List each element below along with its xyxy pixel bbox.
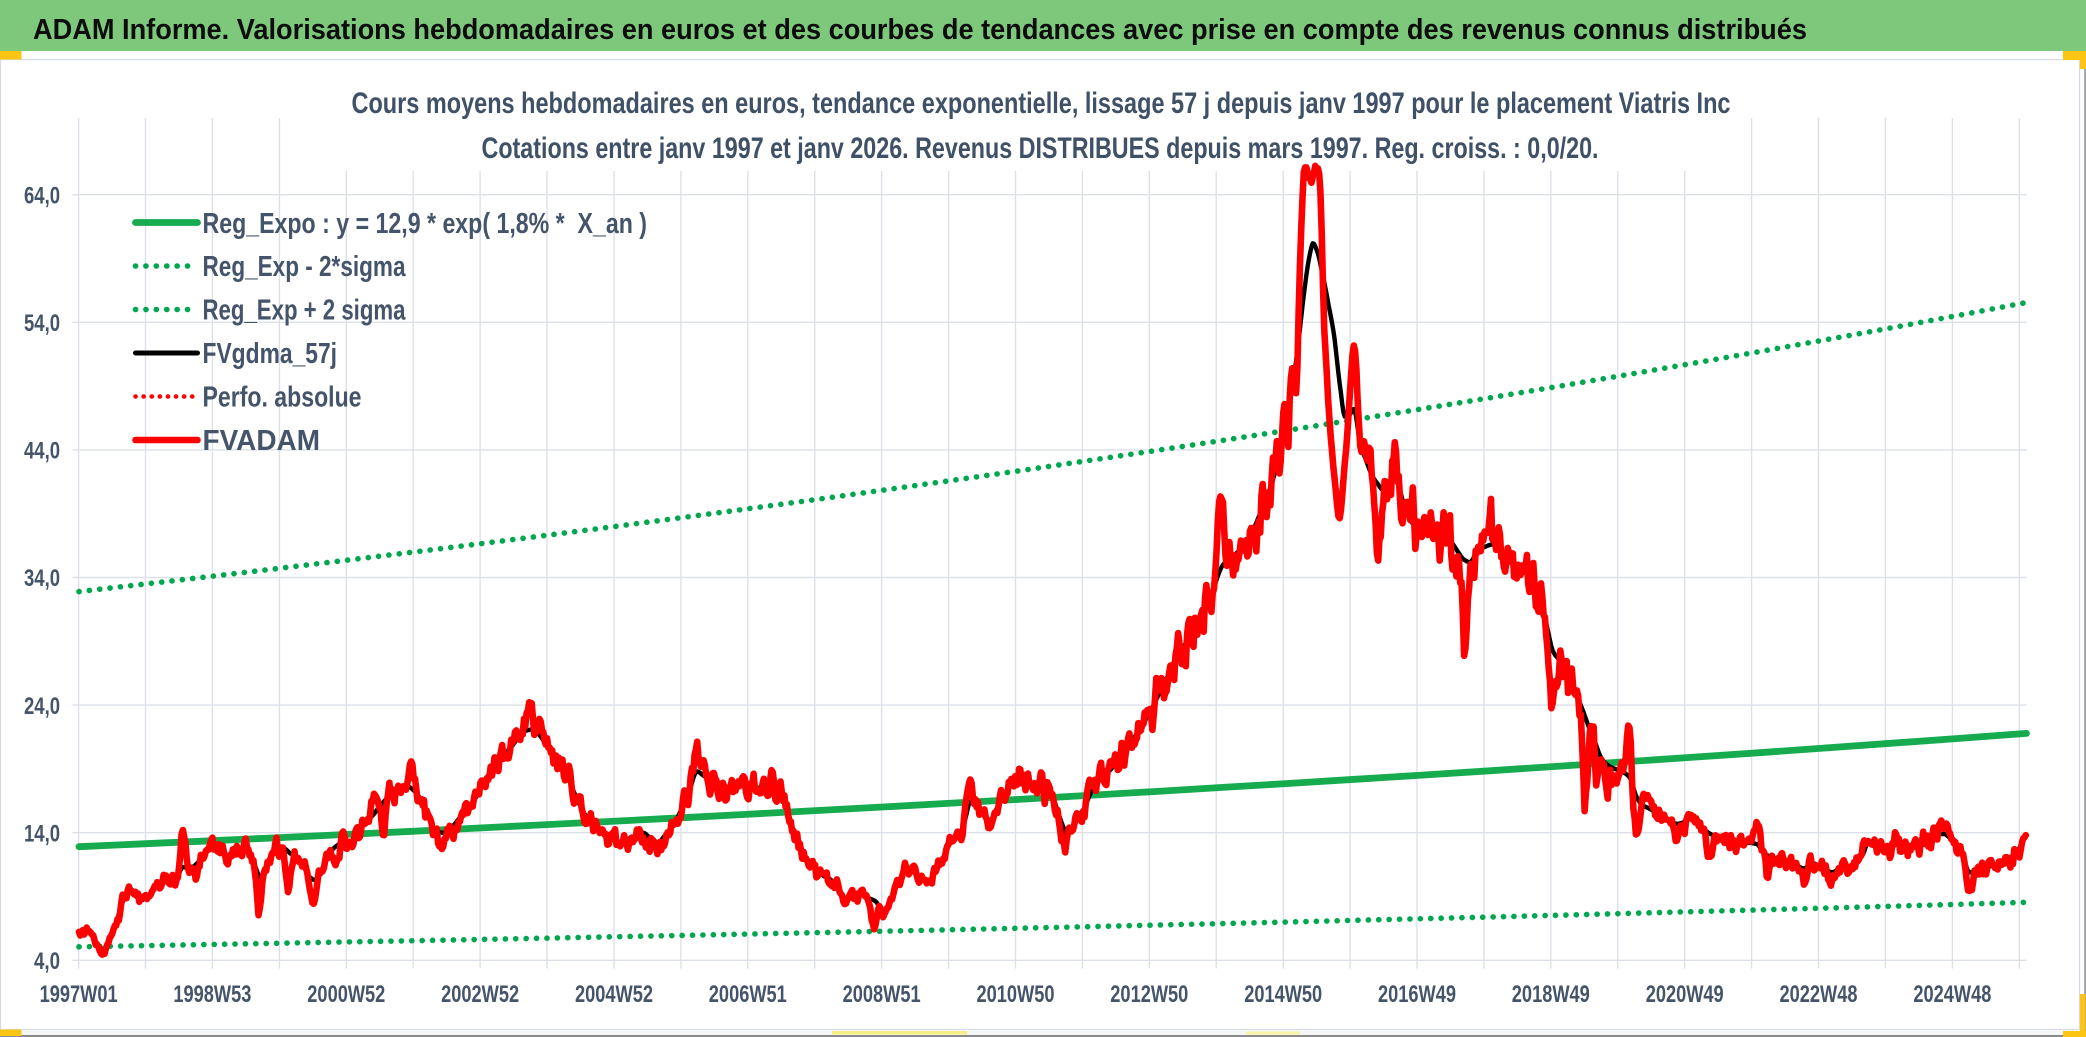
svg-text:2024W48: 2024W48: [1913, 981, 1991, 1008]
svg-text:24,0: 24,0: [24, 693, 60, 720]
svg-text:2018W49: 2018W49: [1512, 981, 1590, 1008]
svg-text:14,0: 14,0: [24, 820, 60, 847]
svg-text:2000W52: 2000W52: [307, 981, 385, 1008]
svg-text:Perfo. absolue: Perfo. absolue: [203, 382, 362, 414]
svg-text:2004W52: 2004W52: [575, 981, 653, 1008]
svg-text:2020W49: 2020W49: [1646, 981, 1724, 1008]
svg-text:54,0: 54,0: [24, 310, 60, 337]
svg-text:2016W49: 2016W49: [1378, 981, 1456, 1008]
svg-text:64,0: 64,0: [24, 182, 60, 209]
svg-text:1998W53: 1998W53: [173, 981, 251, 1008]
svg-text:2012W50: 2012W50: [1110, 981, 1188, 1008]
svg-text:Cotations entre janv 1997 et j: Cotations entre janv 1997 et janv 2026. …: [482, 132, 1599, 165]
svg-text:44,0: 44,0: [24, 438, 60, 465]
svg-text:2022W48: 2022W48: [1780, 981, 1858, 1008]
svg-text:FVADAM: FVADAM: [203, 425, 321, 457]
svg-text:2010W50: 2010W50: [977, 981, 1055, 1008]
svg-text:4,0: 4,0: [34, 948, 60, 975]
svg-text:ADAM Informe. Valorisations he: ADAM Informe. Valorisations hebdomadaire…: [33, 14, 1807, 46]
svg-text:Reg_Expo : y = 12,9 * exp( 1,8: Reg_Expo : y = 12,9 * exp( 1,8% * X_an ): [203, 208, 648, 240]
svg-text:Cours moyens hebdomadaires en: Cours moyens hebdomadaires en euros, ten…: [352, 87, 1731, 120]
svg-text:1997W01: 1997W01: [40, 981, 118, 1008]
svg-text:2014W50: 2014W50: [1244, 981, 1322, 1008]
svg-text:2002W52: 2002W52: [441, 981, 519, 1008]
svg-text:Reg_Exp + 2 sigma: Reg_Exp + 2 sigma: [203, 295, 407, 327]
svg-text:34,0: 34,0: [24, 565, 60, 592]
svg-text:FVgdma_57j: FVgdma_57j: [203, 338, 338, 370]
svg-text:2006W51: 2006W51: [709, 981, 787, 1008]
svg-text:Reg_Exp - 2*sigma: Reg_Exp - 2*sigma: [203, 251, 407, 283]
svg-text:2008W51: 2008W51: [843, 981, 921, 1008]
